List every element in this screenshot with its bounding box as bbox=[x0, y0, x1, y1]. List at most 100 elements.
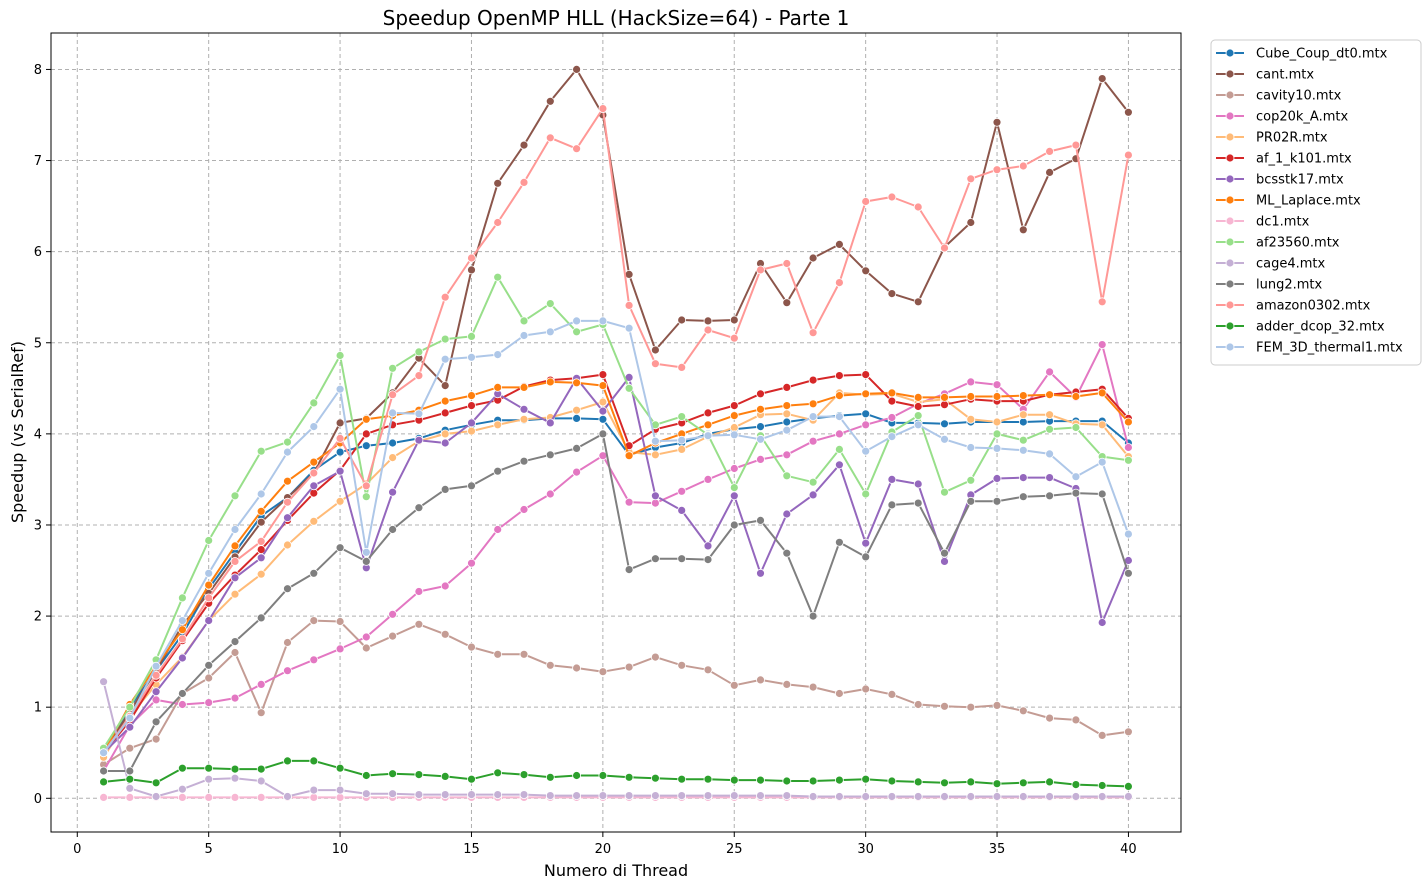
data-point-ml-laplace bbox=[1097, 388, 1107, 398]
data-point-fem-3d-thermal1 bbox=[572, 316, 581, 326]
data-point-bcsstk17 bbox=[177, 653, 187, 663]
data-point-adder-dcop-32 bbox=[335, 763, 345, 773]
data-point-bcsstk17 bbox=[756, 568, 765, 578]
data-point-lung2 bbox=[151, 717, 161, 727]
data-point-amazon0302 bbox=[204, 593, 214, 603]
data-point-cant bbox=[572, 65, 581, 74]
data-point-amazon0302 bbox=[1045, 146, 1054, 156]
legend-item: FEM_3D_thermal1.mtx bbox=[1216, 341, 1403, 356]
data-point-af-1-k101 bbox=[887, 396, 897, 406]
data-point-cage4 bbox=[677, 791, 687, 800]
legend-marker bbox=[1225, 216, 1235, 226]
legend-marker bbox=[1225, 342, 1235, 352]
data-point-bcsstk17 bbox=[940, 557, 949, 566]
data-point-pr02r bbox=[519, 414, 529, 424]
data-point-bcsstk17 bbox=[729, 491, 739, 501]
data-point-fem-3d-thermal1 bbox=[861, 446, 871, 456]
data-point-ml-laplace bbox=[493, 382, 503, 392]
data-point-amazon0302 bbox=[467, 253, 476, 263]
y-tick-label: 8 bbox=[34, 63, 42, 78]
data-point-lung2 bbox=[309, 568, 319, 578]
data-point-af-1-k101 bbox=[782, 382, 792, 392]
data-point-cop20k-a bbox=[703, 474, 713, 484]
data-point-cop20k-a bbox=[1124, 443, 1133, 452]
data-point-af23560 bbox=[283, 437, 292, 447]
data-point-amazon0302 bbox=[493, 218, 503, 227]
y-axis-label: Speedup (vs SerialRef) bbox=[8, 341, 27, 523]
data-point-cop20k-a bbox=[493, 525, 503, 534]
legend-box bbox=[1210, 39, 1422, 366]
data-point-lung2 bbox=[861, 552, 871, 562]
legend-marker bbox=[1225, 237, 1235, 247]
data-point-dc1 bbox=[177, 793, 187, 802]
data-point-bcsstk17 bbox=[992, 474, 1002, 483]
data-point-af23560 bbox=[256, 446, 266, 456]
data-point-cage4 bbox=[703, 791, 713, 800]
data-point-cavity10 bbox=[151, 734, 161, 744]
data-point-fem-3d-thermal1 bbox=[782, 425, 792, 435]
data-point-cage4 bbox=[651, 791, 660, 800]
data-point-fem-3d-thermal1 bbox=[1018, 445, 1028, 455]
data-point-af-1-k101 bbox=[940, 400, 949, 410]
data-point-bcsstk17 bbox=[467, 418, 476, 428]
data-point-fem-3d-thermal1 bbox=[361, 547, 371, 557]
data-point-adder-dcop-32 bbox=[992, 779, 1002, 789]
series-line-lung2 bbox=[103, 432, 1130, 772]
data-point-af-1-k101 bbox=[756, 389, 765, 399]
data-point-bcsstk17 bbox=[283, 513, 292, 523]
data-point-cop20k-a bbox=[545, 489, 555, 499]
data-point-bcsstk17 bbox=[887, 474, 897, 484]
legend-item: Cube_Coup_dt0.mtx bbox=[1216, 47, 1388, 62]
data-point-cavity10 bbox=[1071, 715, 1081, 725]
data-point-dc1 bbox=[230, 793, 240, 802]
series-line-fem-3d-thermal1 bbox=[102, 319, 1130, 754]
x-tick-label: 30 bbox=[857, 842, 874, 857]
legend-label: bcsstk17.mtx bbox=[1256, 173, 1344, 188]
data-point-cavity10 bbox=[913, 700, 923, 709]
data-point-cage4 bbox=[1018, 792, 1028, 801]
legend-marker bbox=[1225, 258, 1235, 268]
data-point-adder-dcop-32 bbox=[572, 771, 581, 780]
data-point-amazon0302 bbox=[782, 259, 792, 268]
data-point-af23560 bbox=[940, 487, 949, 497]
data-point-amazon0302 bbox=[1071, 140, 1081, 150]
data-point-cage4 bbox=[1097, 792, 1107, 801]
data-point-fem-3d-thermal1 bbox=[204, 568, 214, 578]
data-point-amazon0302 bbox=[388, 390, 398, 400]
data-point-af23560 bbox=[125, 702, 135, 712]
data-point-cage4 bbox=[940, 792, 949, 801]
data-point-pr02r bbox=[992, 417, 1002, 427]
data-point-adder-dcop-32 bbox=[677, 774, 687, 784]
data-point-amazon0302 bbox=[414, 371, 424, 381]
data-point-amazon0302 bbox=[940, 243, 949, 253]
data-point-dc1 bbox=[335, 793, 345, 802]
data-point-adder-dcop-32 bbox=[756, 775, 765, 785]
data-point-cage4 bbox=[414, 790, 424, 799]
data-point-ml-laplace bbox=[177, 625, 187, 635]
data-point-amazon0302 bbox=[519, 177, 529, 187]
x-tick-label: 25 bbox=[726, 842, 743, 857]
data-point-cant bbox=[1124, 107, 1133, 117]
data-point-adder-dcop-32 bbox=[940, 778, 949, 788]
data-point-bcsstk17 bbox=[414, 435, 424, 445]
data-point-cop20k-a bbox=[887, 413, 897, 422]
data-point-adder-dcop-32 bbox=[1097, 781, 1107, 790]
legend-marker bbox=[1225, 111, 1235, 121]
data-point-ml-laplace bbox=[572, 378, 581, 388]
data-point-cage4 bbox=[1071, 792, 1081, 801]
data-point-cage4 bbox=[1045, 792, 1054, 801]
data-point-cage4 bbox=[519, 790, 529, 799]
legend-label: cop20k_A.mtx bbox=[1256, 110, 1348, 125]
data-point-cavity10 bbox=[493, 649, 503, 659]
data-point-lung2 bbox=[204, 660, 214, 670]
data-point-cop20k-a bbox=[861, 420, 871, 430]
data-point-cavity10 bbox=[230, 648, 240, 657]
data-point-adder-dcop-32 bbox=[99, 777, 108, 787]
data-point-cage4 bbox=[913, 792, 923, 801]
data-point-adder-dcop-32 bbox=[388, 769, 398, 779]
data-point-cage4 bbox=[493, 790, 503, 799]
data-point-cop20k-a bbox=[782, 450, 792, 460]
data-point-amazon0302 bbox=[729, 333, 739, 343]
data-point-lung2 bbox=[651, 554, 660, 564]
x-tick-label: 20 bbox=[595, 842, 612, 857]
